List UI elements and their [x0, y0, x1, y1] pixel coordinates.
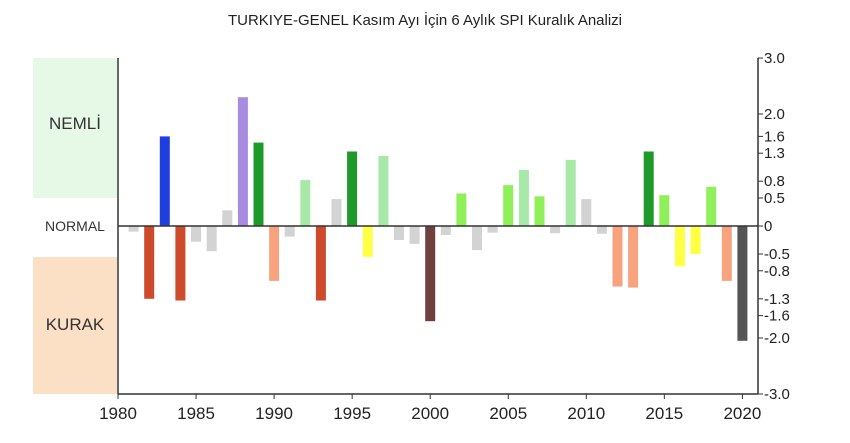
y-tick-label-0.8: 0.8 [764, 173, 785, 190]
y-tick-label-2.0: 2.0 [764, 106, 785, 123]
y-tick-labels: 3.0 2.0 1.61.3 0.80.5 0 -0.5-0.8 -1.3-1.6 -2.0 -… [758, 50, 790, 403]
bar-2007 [534, 196, 545, 226]
x-tick-label-2020: 2020 [723, 404, 761, 423]
bar-2009 [565, 159, 576, 226]
x-tick-labels: 1980 1985 1990 1995 2000 2005 2010 2015 2020 [99, 394, 761, 423]
x-tick-label-2015: 2015 [645, 404, 683, 423]
y-tick-label--1.3: -1.3 [764, 291, 790, 308]
y-tick-label-0.5: 0.5 [764, 190, 785, 207]
bar-1996 [362, 226, 373, 257]
dry-zone-label: KURAK [46, 315, 105, 334]
bar-2002 [456, 193, 467, 226]
y-tick-label--0.5: -0.5 [764, 246, 790, 263]
x-tick-label-2000: 2000 [411, 404, 449, 423]
bar-2019 [721, 226, 732, 281]
x-tick-label-1995: 1995 [333, 404, 371, 423]
bar-2008 [550, 226, 561, 234]
bars-layer [128, 97, 748, 341]
wet-zone-background [33, 58, 117, 198]
bar-2020 [737, 226, 748, 341]
x-tick-label-1990: 1990 [255, 404, 293, 423]
bar-1997 [378, 156, 389, 226]
bar-2012 [612, 226, 623, 287]
bar-2015 [659, 195, 670, 226]
bar-1988 [237, 97, 248, 226]
y-tick-label-0: 0 [764, 218, 772, 235]
x-tick-label-1980: 1980 [99, 404, 137, 423]
y-tick-label-3.0: 3.0 [764, 50, 785, 67]
bar-2014 [643, 151, 654, 226]
y-tick-label-1.6: 1.6 [764, 128, 785, 145]
bar-2001 [440, 226, 451, 235]
bar-1998 [394, 226, 404, 240]
x-tick-label-1985: 1985 [177, 404, 215, 423]
bar-1982 [144, 226, 155, 299]
bar-1985 [191, 226, 201, 242]
bar-2004 [487, 226, 498, 233]
bar-1990 [269, 226, 280, 281]
bar-2013 [628, 226, 639, 288]
y-tick-label--1.6: -1.6 [764, 308, 790, 325]
bar-1991 [284, 226, 295, 237]
bar-1986 [206, 226, 217, 252]
bar-1981 [128, 226, 139, 232]
bar-2005 [503, 185, 514, 226]
bar-1999 [409, 226, 420, 244]
bar-2000 [425, 226, 436, 322]
chart-title: TURKIYE-GENEL Kasım Ayı İçin 6 Aylık SPI… [227, 12, 623, 29]
bar-2006 [518, 170, 529, 226]
bar-2016 [675, 226, 685, 267]
bar-1993 [315, 226, 326, 301]
bar-2011 [596, 226, 607, 234]
x-tick-label-2010: 2010 [567, 404, 605, 423]
dry-zone-background [33, 257, 117, 394]
y-tick-label-1.3: 1.3 [764, 145, 785, 162]
bar-1992 [300, 180, 311, 226]
normal-zone-label: NORMAL [45, 218, 105, 234]
bar-1995 [347, 151, 358, 226]
bar-2017 [690, 226, 701, 254]
wet-zone-label: NEMLİ [49, 114, 101, 133]
bar-1987 [222, 210, 233, 226]
bar-2018 [706, 186, 717, 226]
bar-1984 [175, 226, 186, 301]
bar-1983 [159, 136, 170, 226]
bar-1989 [253, 142, 264, 226]
y-tick-label--2.0: -2.0 [764, 330, 790, 347]
y-tick-label--3.0: -3.0 [764, 386, 790, 403]
bar-2010 [581, 199, 592, 226]
x-tick-label-2005: 2005 [489, 404, 527, 423]
bar-2003 [472, 226, 482, 251]
bar-1994 [331, 199, 342, 226]
y-tick-label--0.8: -0.8 [764, 263, 790, 280]
